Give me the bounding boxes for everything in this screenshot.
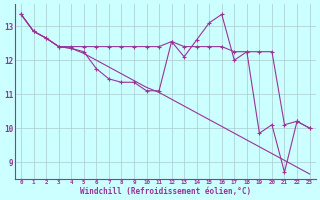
- X-axis label: Windchill (Refroidissement éolien,°C): Windchill (Refroidissement éolien,°C): [80, 187, 251, 196]
